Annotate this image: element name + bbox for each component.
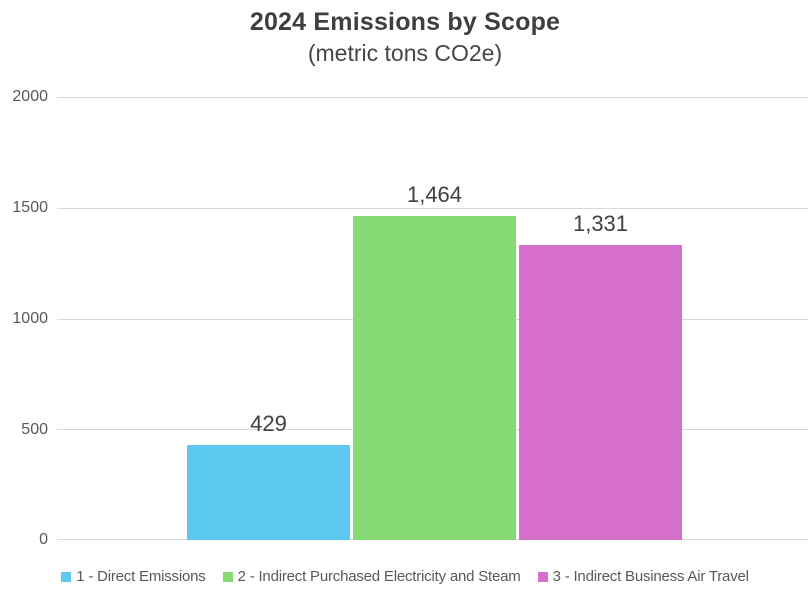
bar-value-label-scope1: 429 <box>250 410 287 436</box>
legend-item-scope3: 3 - Indirect Business Air Travel <box>537 568 749 585</box>
bar-value-label-scope2: 1,464 <box>406 181 463 207</box>
legend-swatch-scope3-icon <box>537 571 548 582</box>
legend-label-scope2: 2 - Indirect Purchased Electricity and S… <box>237 568 521 585</box>
chart-title: 2024 Emissions by Scope <box>249 8 561 36</box>
bar-scope3-business-air-travel <box>519 245 682 540</box>
legend-label-scope3: 3 - Indirect Business Air Travel <box>552 568 749 585</box>
legend-label-scope1: 1 - Direct Emissions <box>76 568 206 585</box>
gridline-1500 <box>57 207 808 209</box>
bar-scope1-direct-emissions <box>187 444 350 540</box>
legend-item-scope1: 1 - Direct Emissions <box>61 568 206 585</box>
bar-scope2-indirect-electricity <box>353 215 516 540</box>
chart-subtitle: (metric tons CO2e) <box>307 40 503 66</box>
gridline-2000 <box>57 97 808 98</box>
y-axis-tick-1500: 1500 <box>12 199 48 216</box>
y-axis-tick-0: 0 <box>39 531 48 548</box>
legend-swatch-scope2-icon <box>222 571 233 582</box>
y-axis-tick-1000: 1000 <box>12 310 48 327</box>
legend-item-scope2: 2 - Indirect Purchased Electricity and S… <box>222 568 521 585</box>
legend-swatch-scope1-icon <box>61 571 72 582</box>
bar-value-label-scope3: 1,331 <box>572 211 629 237</box>
plot-area: 429 1,464 1,331 <box>57 97 808 540</box>
y-axis-tick-500: 500 <box>21 421 48 438</box>
chart-legend: 1 - Direct Emissions 2 - Indirect Purcha… <box>0 568 810 585</box>
y-axis-tick-2000: 2000 <box>12 88 48 105</box>
